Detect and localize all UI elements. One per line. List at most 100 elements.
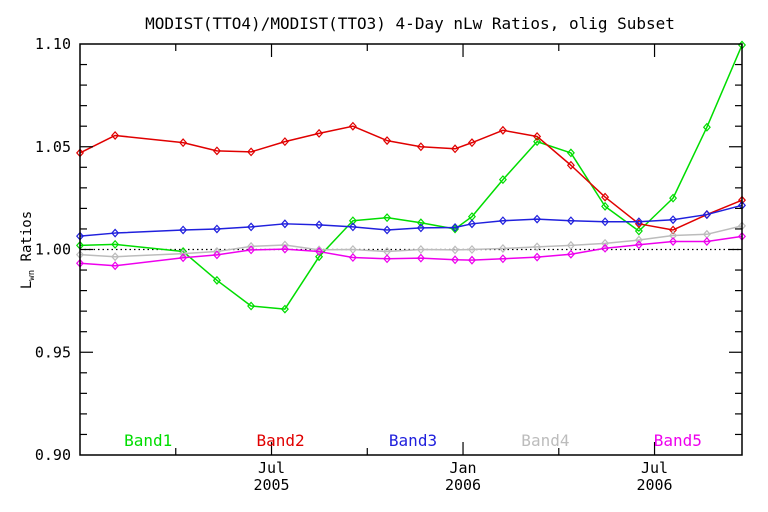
data-point-marker — [111, 252, 120, 262]
data-point-marker — [467, 212, 476, 222]
data-point-marker — [212, 275, 221, 285]
data-point-marker — [383, 247, 392, 257]
data-point-marker — [383, 136, 392, 146]
data-point-marker — [737, 200, 747, 210]
data-point-marker — [451, 255, 460, 265]
data-point-marker — [566, 240, 575, 250]
data-point-marker — [451, 224, 460, 234]
data-point-marker — [702, 236, 711, 246]
series-markers-band1 — [75, 40, 747, 314]
data-point-marker — [280, 219, 289, 229]
data-point-marker — [111, 239, 120, 249]
x-tick-label-year: 2006 — [636, 476, 672, 494]
data-point-marker — [566, 160, 575, 170]
data-point-marker — [212, 247, 221, 257]
data-point-marker — [212, 224, 221, 234]
data-point-marker — [601, 217, 610, 227]
data-point-marker — [280, 137, 289, 147]
data-point-marker — [566, 249, 575, 259]
data-point-marker — [179, 253, 188, 263]
data-point-marker — [111, 130, 120, 140]
data-point-marker — [533, 131, 542, 141]
legend-item-band1: Band1 — [124, 431, 173, 450]
data-point-marker — [348, 121, 357, 131]
data-point-marker — [75, 148, 85, 158]
x-tick-label-year: 2005 — [253, 476, 289, 494]
data-point-marker — [111, 228, 120, 238]
data-point-marker — [383, 225, 392, 235]
x-tick-label-year: 2006 — [445, 476, 481, 494]
series-markers-band3 — [75, 200, 747, 241]
data-point-marker — [416, 253, 425, 263]
y-tick-label: 0.90 — [35, 446, 71, 464]
data-point-marker — [247, 301, 256, 311]
data-point-marker — [451, 223, 460, 233]
y-axis-ticks: 0.90 0.95 1.00 1.05 1.10 — [35, 35, 742, 464]
series-markers-band4 — [75, 221, 747, 262]
data-point-marker — [416, 223, 425, 233]
data-point-marker — [702, 210, 711, 220]
data-point-marker — [247, 245, 256, 255]
data-point-marker — [533, 214, 542, 224]
data-point-marker — [467, 255, 476, 265]
y-tick-label: 1.00 — [35, 241, 71, 259]
data-point-marker — [348, 216, 357, 226]
data-point-marker — [566, 148, 575, 158]
series-markers-band5 — [75, 231, 747, 271]
data-point-marker — [315, 245, 324, 255]
chart-title: MODIST(TTO4)/MODIST(TTO3) 4-Day nLw Rati… — [145, 14, 675, 33]
data-point-marker — [383, 213, 392, 223]
data-point-marker — [247, 241, 256, 251]
data-point-marker — [498, 175, 507, 185]
legend-item-band2: Band2 — [256, 431, 305, 450]
data-point-marker — [75, 258, 85, 268]
data-point-marker — [212, 250, 221, 260]
data-point-marker — [467, 219, 476, 229]
data-point-marker — [634, 240, 643, 250]
data-point-marker — [669, 215, 678, 225]
data-point-marker — [737, 40, 747, 50]
data-point-marker — [533, 252, 542, 262]
data-point-marker — [601, 243, 610, 253]
y-axis-title-subscript: wn — [27, 269, 37, 281]
data-point-marker — [498, 125, 507, 135]
data-point-marker — [669, 193, 678, 203]
data-point-marker — [280, 304, 289, 314]
data-point-marker — [451, 144, 460, 154]
x-tick-label-month: Jul — [258, 459, 285, 477]
data-point-marker — [566, 216, 575, 226]
data-point-marker — [634, 226, 643, 236]
legend-item-band5: Band5 — [653, 431, 702, 450]
series-markers-band2 — [75, 121, 747, 235]
data-point-marker — [75, 240, 85, 250]
y-axis-title-suffix: Ratios — [19, 210, 35, 270]
data-point-marker — [702, 122, 711, 132]
data-point-marker — [315, 247, 324, 257]
data-point-marker — [416, 142, 425, 152]
data-point-marker — [247, 222, 256, 232]
data-point-marker — [247, 147, 256, 157]
series-line-band5 — [79, 235, 743, 267]
x-tick-label-month: Jan — [449, 459, 476, 477]
data-point-marker — [111, 261, 120, 271]
data-point-marker — [533, 242, 542, 252]
data-point-marker — [348, 244, 357, 255]
data-point-marker — [702, 229, 711, 239]
data-point-marker — [498, 243, 507, 253]
x-tick-label-month: Jul — [641, 459, 668, 477]
data-point-marker — [601, 201, 610, 211]
data-point-marker — [383, 254, 392, 264]
data-point-marker — [669, 236, 678, 246]
data-point-marker — [467, 244, 476, 255]
data-point-marker — [416, 244, 425, 255]
legend-item-band4: Band4 — [521, 431, 570, 450]
y-axis-title: Lwn Ratios — [19, 190, 37, 310]
data-point-marker — [212, 146, 221, 156]
data-point-marker — [179, 138, 188, 148]
series-line-band2 — [79, 125, 743, 231]
data-point-marker — [75, 250, 85, 260]
data-point-marker — [315, 128, 324, 138]
legend-item-band3: Band3 — [388, 431, 438, 450]
series-line-band3 — [79, 204, 743, 237]
